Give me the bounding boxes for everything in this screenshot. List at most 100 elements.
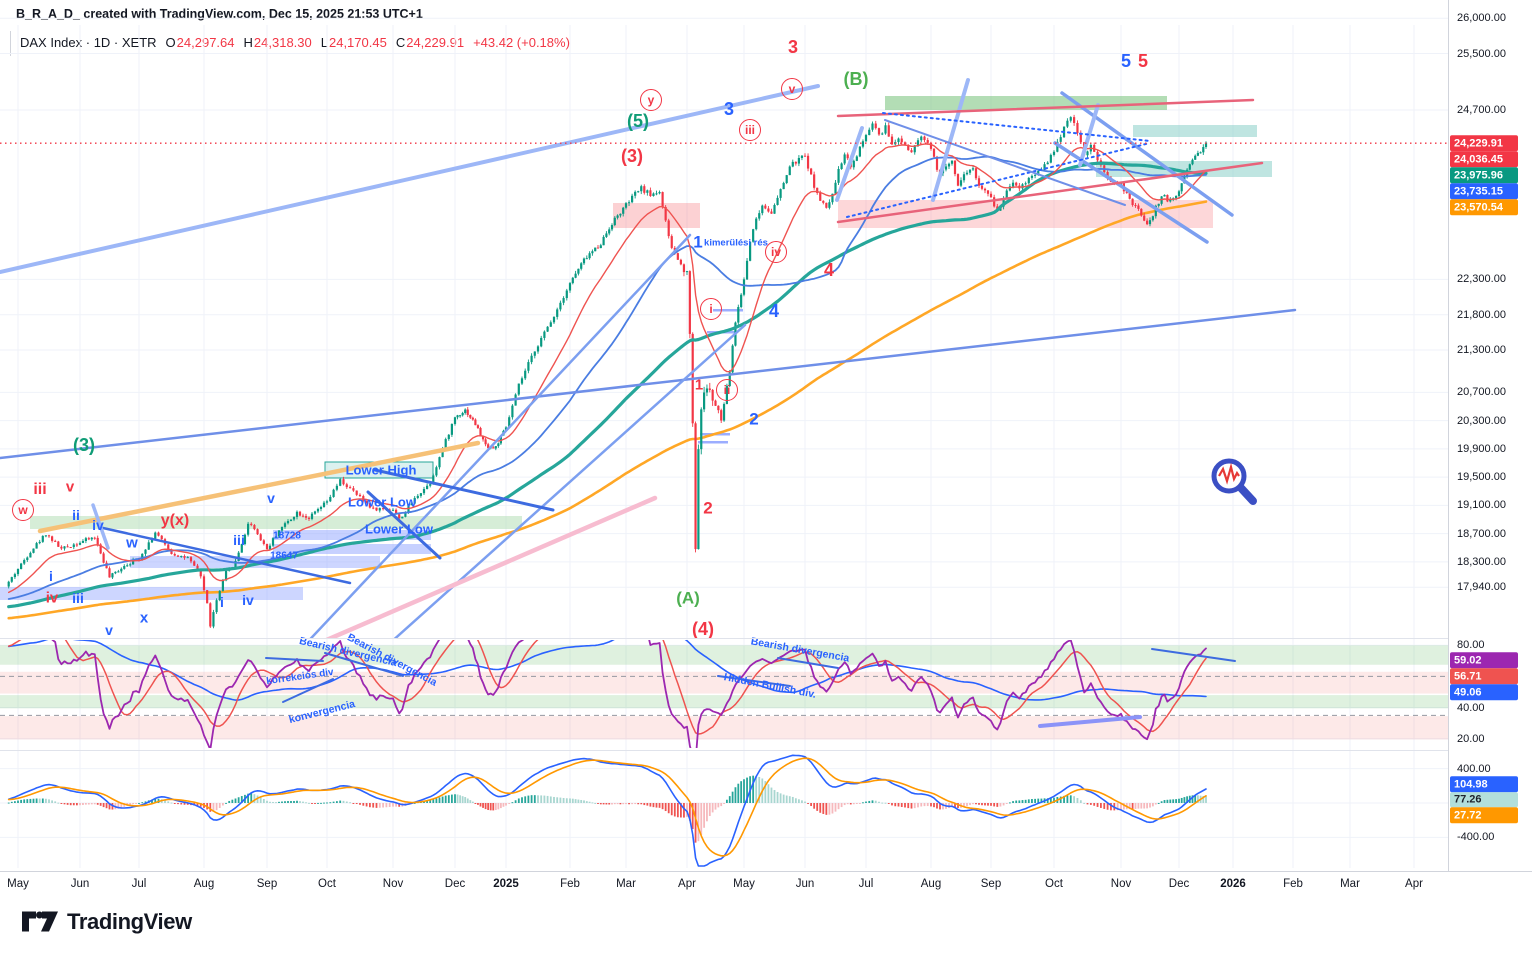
trendline[interactable]: [101, 526, 352, 585]
time-axis-label: 2025: [493, 878, 519, 890]
panel-separator[interactable]: [0, 638, 1532, 639]
axis-tick-label: 20,700.00: [1457, 386, 1506, 399]
axis-tick-label: 80.00: [1457, 639, 1485, 652]
time-axis-label: Aug: [193, 878, 215, 890]
time-axis-label: Oct: [318, 878, 336, 890]
rsi-band: [0, 695, 1448, 709]
rsi-divergence-line[interactable]: [265, 657, 324, 662]
zone: [273, 544, 431, 554]
axis-tick-label: -400.00: [1457, 831, 1495, 844]
rsi-divergence-line[interactable]: [777, 657, 839, 669]
rsi-divergence-line[interactable]: [717, 675, 791, 687]
axis-tick-label: 20,300.00: [1457, 414, 1506, 427]
zone: [613, 203, 700, 228]
symbol-legend: DAX Index · 1D · XETR O24,297.64 H24,318…: [20, 35, 570, 50]
trendline[interactable]: [0, 84, 820, 274]
time-axis-label: Nov: [1110, 878, 1132, 890]
axis-price-badge: 24,229.91: [1450, 135, 1518, 151]
footer: TradingView: [22, 908, 192, 935]
time-axis-label: Feb: [560, 878, 580, 890]
trendline[interactable]: [836, 161, 1264, 224]
time-axis-label: May: [733, 878, 755, 890]
zone: [1133, 125, 1257, 137]
time-axis-label: May: [7, 878, 29, 890]
rsi-pane: [0, 640, 1448, 748]
trendline[interactable]: [300, 233, 692, 650]
axis-tick-label: 19,500.00: [1457, 471, 1506, 484]
time-axis-label: Dec: [1168, 878, 1190, 890]
trendline[interactable]: [37, 440, 481, 534]
axis-price-badge: 27.72: [1450, 807, 1518, 823]
time-axis-label: Jul: [858, 878, 874, 890]
axis-price-badge: 104.98: [1450, 776, 1518, 792]
legend-divider: [10, 31, 11, 56]
trendline[interactable]: [1060, 91, 1234, 217]
axis-price-badge: 24,036.45: [1450, 151, 1518, 167]
rsi-band: [0, 671, 1448, 694]
trendline[interactable]: [373, 468, 555, 512]
axis-tick-label: 26,000.00: [1457, 12, 1506, 25]
rsi-divergence-line[interactable]: [1038, 715, 1142, 728]
time-axis-label: Jun: [795, 878, 815, 890]
rsi-divergence-line[interactable]: [1151, 648, 1236, 662]
time-axis-label: Jul: [131, 878, 147, 890]
trendline[interactable]: [315, 495, 658, 645]
trendline[interactable]: [835, 126, 864, 202]
trendline[interactable]: [882, 112, 1151, 142]
axis-tick-label: 18,300.00: [1457, 555, 1506, 568]
axis-price-badge: 23,735.15: [1450, 183, 1518, 199]
time-axis-label: Sep: [256, 878, 278, 890]
trendline[interactable]: [846, 142, 1151, 218]
credit-line: B_R_A_D_ created with TradingView.com, D…: [16, 7, 423, 21]
axis-tick-label: 19,900.00: [1457, 442, 1506, 455]
axis-tick-label: 40.00: [1457, 701, 1485, 714]
tradingview-logo-icon: [22, 911, 58, 932]
axis-tick-label: 20.00: [1457, 732, 1485, 745]
axis-price-badge: 56.71: [1450, 668, 1518, 684]
ohlc-low: L24,170.45: [320, 35, 387, 50]
rsi-divergence-line[interactable]: [324, 652, 404, 677]
time-axis-label: Dec: [444, 878, 466, 890]
trendline[interactable]: [1078, 103, 1100, 167]
axis-tick-label: 25,500.00: [1457, 47, 1506, 60]
axis-tick-label: 400.00: [1457, 762, 1491, 775]
time-axis-label: Mar: [616, 878, 636, 890]
level-mark: [698, 441, 728, 444]
ohlc-high: H24,318.30: [243, 35, 312, 50]
axis-tick-label: 19,100.00: [1457, 499, 1506, 512]
change-value: +43.42 (+0.18%): [473, 35, 570, 50]
macd-pane: [7, 754, 1207, 867]
time-axis-label: Aug: [920, 878, 942, 890]
axis-price-badge: 49.06: [1450, 684, 1518, 700]
axis-tick-label: 24,700.00: [1457, 103, 1506, 116]
price-axis[interactable]: 26,000.00 25,500.00 24,700.00 22,300.00 21,8…: [1448, 0, 1532, 871]
trendline[interactable]: [380, 323, 747, 652]
ohlc-open: O24,297.64: [165, 35, 235, 50]
symbol-title[interactable]: DAX Index · 1D · XETR: [20, 35, 157, 50]
trendline[interactable]: [931, 78, 970, 202]
trendline[interactable]: [836, 98, 1255, 118]
chart-canvas[interactable]: [0, 0, 1448, 870]
axis-tick-label: 22,300.00: [1457, 273, 1506, 286]
time-axis-label: Apr: [678, 878, 696, 890]
panel-separator[interactable]: [0, 750, 1532, 751]
ohlc-close: C24,229.91: [395, 35, 465, 50]
trendline[interactable]: [366, 490, 442, 560]
axis-price-badge: 23,975.96: [1450, 167, 1518, 183]
price-pane: [0, 78, 1297, 652]
time-axis-label: Oct: [1045, 878, 1063, 890]
trendline[interactable]: [0, 308, 1297, 460]
rsi-divergence-line[interactable]: [282, 678, 334, 703]
axis-price-badge: 59.02: [1450, 652, 1518, 668]
rsi-band: [0, 716, 1448, 740]
magnifier-icon: [1211, 458, 1257, 505]
axis-tick-label: 21,300.00: [1457, 344, 1506, 357]
time-axis-label: Mar: [1340, 878, 1360, 890]
axis-tick-label: 17,940.00: [1457, 581, 1506, 594]
trendline[interactable]: [884, 119, 1126, 206]
level-mark: [713, 309, 743, 312]
time-axis[interactable]: May Jun Jul Aug Sep Oct Nov Dec 2025 Feb Mar Apr May…: [0, 871, 1532, 898]
axis-tick-label: 18,700.00: [1457, 527, 1506, 540]
rsi-band: [0, 645, 1448, 665]
trendline[interactable]: [91, 503, 110, 550]
